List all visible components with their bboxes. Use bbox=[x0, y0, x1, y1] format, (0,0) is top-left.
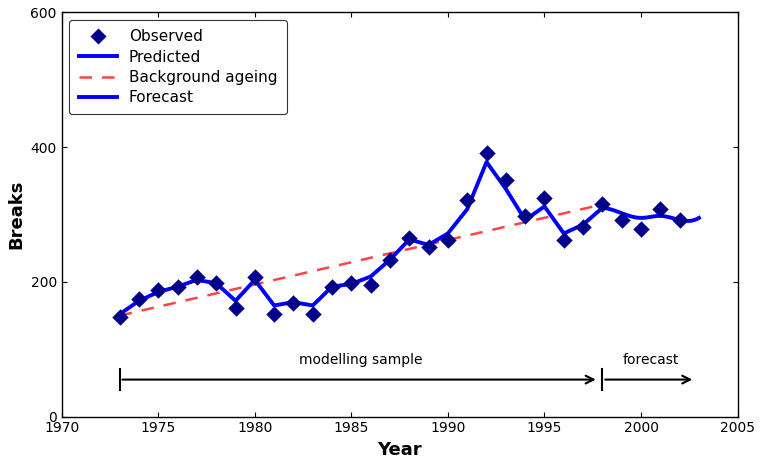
X-axis label: Year: Year bbox=[377, 441, 422, 459]
Point bbox=[384, 257, 396, 264]
Point bbox=[190, 274, 203, 281]
Point bbox=[364, 281, 376, 289]
Point bbox=[248, 274, 261, 281]
Point bbox=[152, 286, 165, 294]
Point bbox=[674, 216, 686, 224]
Point bbox=[422, 243, 434, 251]
Point bbox=[287, 300, 299, 307]
Point bbox=[480, 149, 492, 156]
Point bbox=[539, 194, 551, 201]
Point bbox=[635, 226, 647, 233]
Point bbox=[655, 206, 667, 213]
Point bbox=[461, 196, 473, 204]
Point bbox=[519, 212, 531, 219]
Text: modelling sample: modelling sample bbox=[299, 354, 423, 368]
Point bbox=[268, 310, 280, 317]
Point bbox=[306, 310, 319, 317]
Point bbox=[597, 201, 609, 208]
Y-axis label: Breaks: Breaks bbox=[7, 180, 25, 249]
Point bbox=[326, 284, 338, 291]
Legend: Observed, Predicted, Background ageing, Forecast: Observed, Predicted, Background ageing, … bbox=[69, 20, 287, 115]
Point bbox=[577, 223, 589, 230]
Point bbox=[403, 234, 415, 242]
Point bbox=[616, 216, 628, 224]
Text: forecast: forecast bbox=[623, 354, 679, 368]
Point bbox=[229, 304, 242, 311]
Point bbox=[171, 284, 184, 291]
Point bbox=[114, 313, 126, 321]
Point bbox=[500, 176, 512, 183]
Point bbox=[210, 280, 223, 287]
Point bbox=[345, 280, 357, 287]
Point bbox=[558, 236, 570, 244]
Point bbox=[442, 236, 454, 244]
Point bbox=[133, 295, 145, 302]
